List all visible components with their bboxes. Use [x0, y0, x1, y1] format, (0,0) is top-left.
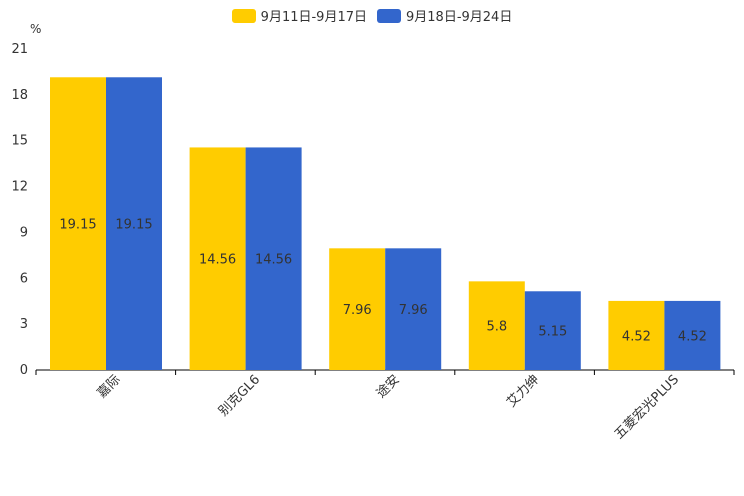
bar-series-1 — [189, 147, 246, 370]
bar-series-1 — [50, 77, 106, 371]
legend: 9月11日-9月17日 9月18日-9月24日 — [0, 6, 744, 25]
y-tick-label: 12 — [11, 180, 28, 195]
x-tick-label: 五菱宏光PLUS — [612, 372, 682, 442]
y-tick-label: 18 — [11, 88, 28, 103]
data-label-series-2: 4.52 — [678, 329, 707, 344]
legend-item-series-2[interactable]: 9月18日-9月24日 — [377, 6, 512, 25]
legend-item-series-1[interactable]: 9月11日-9月17日 — [231, 6, 367, 25]
bar-series-1 — [608, 300, 665, 370]
data-label-series-1: 4.52 — [622, 329, 651, 344]
bar-series-2 — [245, 147, 302, 370]
y-axis-unit-label: % — [30, 22, 41, 36]
data-label-series-1: 14.56 — [199, 253, 236, 268]
data-label-series-2: 14.56 — [255, 253, 292, 268]
bar-series-1 — [468, 281, 525, 370]
x-tick-label: 途安 — [373, 372, 403, 402]
data-label-series-2: 19.15 — [115, 218, 152, 233]
bar-series-2 — [664, 300, 721, 370]
bar-series-2 — [524, 291, 581, 370]
y-tick-label: 6 — [20, 271, 28, 286]
bar-series-1 — [329, 248, 386, 370]
y-tick-label: 21 — [11, 42, 28, 57]
data-label-series-1: 7.96 — [343, 303, 372, 318]
legend-label-series-2: 9月18日-9月24日 — [406, 10, 513, 25]
bar-series-2 — [106, 77, 162, 371]
x-tick-label: 嘉际 — [95, 372, 124, 401]
y-tick-label: 3 — [20, 317, 28, 332]
y-tick-label: 0 — [20, 363, 28, 378]
data-label-series-2: 5.15 — [538, 325, 567, 340]
x-tick-label: 别克GL6 — [216, 372, 263, 419]
data-label-series-1: 19.15 — [59, 218, 96, 233]
data-label-series-2: 7.96 — [399, 303, 428, 318]
bar-series-2 — [385, 248, 442, 370]
x-tick-label: 艾力绅 — [504, 372, 542, 410]
legend-swatch-series-1 — [231, 8, 256, 23]
data-label-series-1: 5.8 — [486, 320, 507, 335]
y-tick-label: 15 — [11, 134, 28, 149]
legend-swatch-series-2 — [377, 8, 401, 23]
legend-label-series-1: 9月11日-9月17日 — [260, 10, 367, 25]
y-tick-label: 9 — [20, 225, 28, 240]
